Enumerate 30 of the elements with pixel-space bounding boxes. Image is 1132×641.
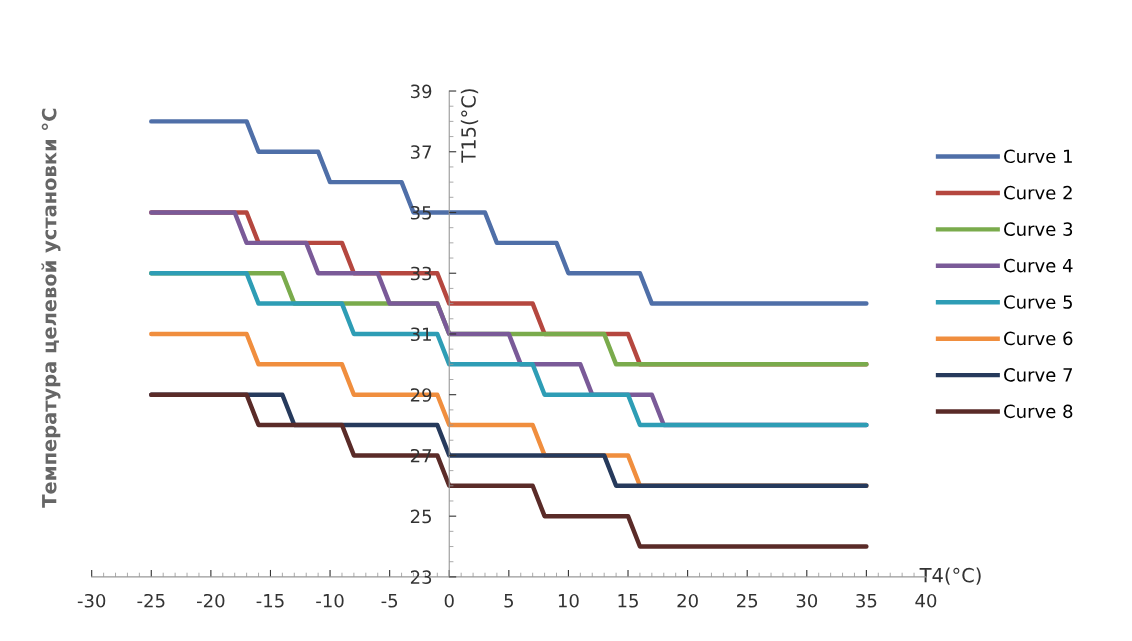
legend-label: Curve 4 [1004, 258, 1073, 273]
legend-label: Curve 6 [1004, 331, 1073, 346]
x-tick-label: 0 [444, 593, 454, 608]
x-tick-label: -25 [137, 593, 165, 608]
x-axis-title: T4(°C) [919, 567, 981, 585]
x-tick-label: 35 [856, 593, 877, 608]
x-tick-label: -20 [197, 593, 225, 608]
x-tick-label: -5 [381, 594, 398, 608]
y-tick-label: 39 [410, 84, 432, 99]
x-tick-label: -15 [256, 594, 284, 608]
y-axis-title: T15(°C) [460, 89, 479, 163]
legend-label: Curve 8 [1004, 404, 1073, 419]
legend-label: Curve 2 [1004, 185, 1072, 200]
y-tick-label: 25 [410, 509, 431, 524]
y-tick-label: 23 [410, 570, 432, 585]
x-tick-label: -30 [77, 593, 106, 608]
x-tick-label: 20 [677, 593, 698, 608]
x-tick-label: 15 [618, 594, 638, 608]
legend-label: Curve 7 [1004, 368, 1073, 382]
text: Температура целевой установки °C [41, 108, 61, 508]
y-tick-label: 37 [410, 145, 432, 159]
x-tick-label: -10 [316, 593, 344, 608]
legend-label: Curve 1 [1004, 149, 1072, 164]
x-tick-label: 30 [796, 593, 818, 608]
x-tick-label: 10 [558, 593, 579, 608]
x-tick-label: 40 [915, 593, 937, 608]
x-tick-label: 25 [737, 593, 758, 608]
legend-label: Curve 5 [1004, 295, 1072, 309]
x-tick-label: 5 [504, 594, 513, 608]
legend-label: Curve 3 [1004, 222, 1073, 236]
